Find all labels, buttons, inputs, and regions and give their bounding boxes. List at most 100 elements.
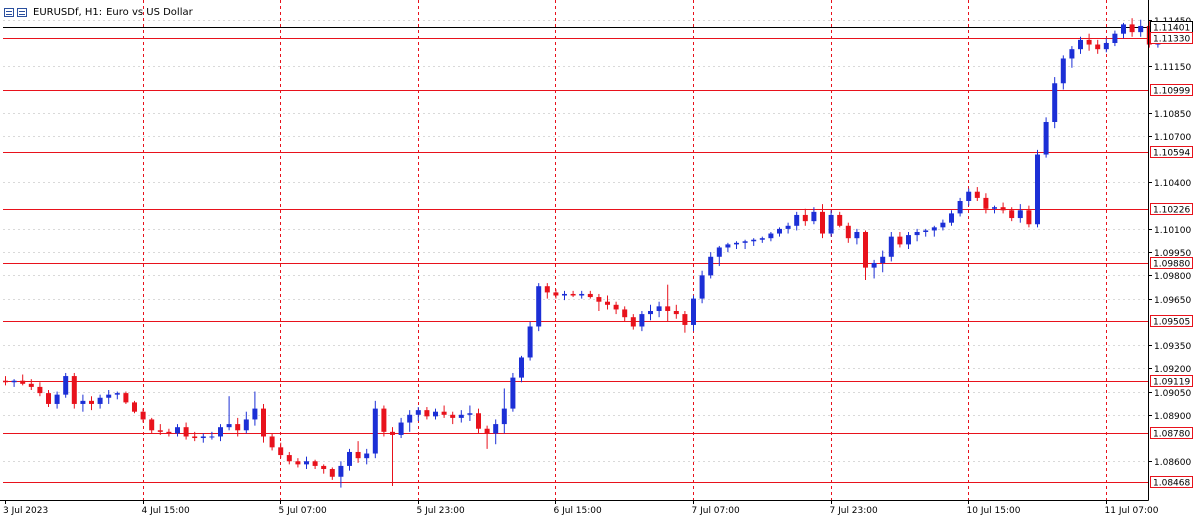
bearish-candle[interactable] [424, 407, 430, 420]
bullish-candle[interactable] [372, 400, 378, 459]
bearish-candle[interactable] [3, 376, 8, 386]
bearish-candle[interactable] [983, 193, 989, 214]
bearish-candle[interactable] [269, 433, 275, 451]
bullish-candle[interactable] [407, 410, 413, 432]
bearish-candle[interactable] [132, 400, 137, 414]
bullish-candle[interactable] [1043, 117, 1049, 158]
bearish-candle[interactable] [183, 422, 189, 440]
bullish-candle[interactable] [252, 391, 258, 426]
bearish-candle[interactable] [381, 405, 387, 437]
bullish-candle[interactable] [708, 252, 714, 279]
bearish-candle[interactable] [140, 408, 146, 423]
bullish-candle[interactable] [175, 424, 180, 437]
bullish-candle[interactable] [338, 461, 344, 488]
bullish-candle[interactable] [1138, 19, 1144, 37]
bullish-candle[interactable] [931, 225, 937, 237]
bullish-candle[interactable] [243, 411, 249, 434]
bullish-candle[interactable] [906, 231, 911, 250]
bullish-candle[interactable] [880, 250, 886, 273]
bearish-candle[interactable] [1146, 21, 1152, 48]
bullish-candle[interactable] [97, 394, 103, 409]
bullish-candle[interactable] [639, 310, 645, 332]
bullish-candle[interactable] [923, 228, 929, 237]
bullish-candle[interactable] [519, 355, 524, 383]
bearish-candle[interactable] [329, 467, 335, 480]
bullish-candle[interactable] [777, 227, 782, 237]
bullish-candle[interactable] [871, 259, 877, 279]
bullish-candle[interactable] [200, 433, 206, 443]
bullish-candle[interactable] [415, 407, 421, 421]
bullish-candle[interactable] [458, 410, 464, 423]
bearish-candle[interactable] [295, 458, 301, 468]
bearish-candle[interactable] [166, 428, 172, 437]
bullish-candle[interactable] [209, 431, 215, 440]
bearish-candle[interactable] [312, 459, 318, 470]
bullish-candle[interactable] [347, 448, 352, 471]
bullish-candle[interactable] [914, 228, 920, 242]
bullish-candle[interactable] [467, 405, 473, 421]
bearish-candle[interactable] [476, 408, 481, 434]
bearish-candle[interactable] [20, 374, 26, 386]
bullish-candle[interactable] [1017, 204, 1023, 223]
bearish-candle[interactable] [450, 411, 456, 425]
bullish-candle[interactable] [304, 456, 309, 470]
bearish-candle[interactable] [278, 442, 284, 459]
bullish-candle[interactable] [501, 388, 507, 434]
bearish-candle[interactable] [71, 372, 77, 409]
bearish-candle[interactable] [484, 425, 490, 449]
bearish-candle[interactable] [28, 379, 34, 391]
bullish-candle[interactable] [493, 419, 499, 445]
bullish-candle[interactable] [226, 396, 232, 431]
bullish-candle[interactable] [992, 205, 997, 214]
bullish-candle[interactable] [527, 321, 533, 361]
bearish-candle[interactable] [123, 391, 129, 404]
bearish-candle[interactable] [192, 431, 198, 442]
bullish-candle[interactable] [106, 390, 112, 404]
bearish-candle[interactable] [682, 310, 688, 333]
bullish-candle[interactable] [811, 207, 817, 225]
bullish-candle[interactable] [536, 283, 542, 332]
bullish-candle[interactable] [716, 245, 722, 267]
bullish-candle[interactable] [114, 391, 120, 400]
bearish-candle[interactable] [544, 283, 550, 299]
bearish-candle[interactable] [587, 290, 593, 299]
bearish-candle[interactable] [1000, 202, 1006, 214]
bullish-candle[interactable] [691, 295, 696, 332]
bullish-candle[interactable] [751, 238, 757, 246]
bearish-candle[interactable] [321, 464, 327, 474]
bullish-candle[interactable] [957, 197, 963, 217]
bullish-candle[interactable] [11, 379, 17, 387]
bullish-candle[interactable] [80, 394, 86, 412]
bullish-candle[interactable] [940, 219, 946, 231]
bearish-candle[interactable] [802, 208, 808, 226]
bullish-candle[interactable] [768, 231, 774, 242]
bullish-candle[interactable] [734, 241, 739, 250]
bullish-candle[interactable] [433, 408, 438, 420]
bullish-candle[interactable] [854, 228, 860, 245]
bullish-candle[interactable] [794, 211, 800, 231]
bullish-candle[interactable] [1052, 77, 1058, 129]
bullish-candle[interactable] [1103, 38, 1109, 53]
bearish-candle[interactable] [149, 417, 155, 434]
bearish-candle[interactable] [46, 390, 51, 408]
bearish-candle[interactable] [89, 396, 94, 411]
bullish-candle[interactable] [364, 448, 370, 465]
bearish-candle[interactable] [622, 306, 628, 322]
bullish-candle[interactable] [1078, 36, 1083, 54]
bearish-candle[interactable] [570, 290, 576, 298]
bullish-candle[interactable] [699, 270, 705, 304]
bearish-candle[interactable] [235, 417, 241, 437]
bearish-candle[interactable] [1026, 205, 1032, 228]
bearish-candle[interactable] [837, 211, 843, 228]
bullish-candle[interactable] [1060, 55, 1066, 90]
bearish-candle[interactable] [845, 222, 851, 243]
bearish-candle[interactable] [286, 451, 292, 465]
bearish-candle[interactable] [261, 403, 266, 443]
bullish-candle[interactable] [725, 242, 731, 253]
bearish-candle[interactable] [37, 382, 43, 397]
bullish-candle[interactable] [888, 231, 894, 262]
bearish-candle[interactable] [441, 405, 447, 418]
bearish-candle[interactable] [665, 284, 671, 322]
